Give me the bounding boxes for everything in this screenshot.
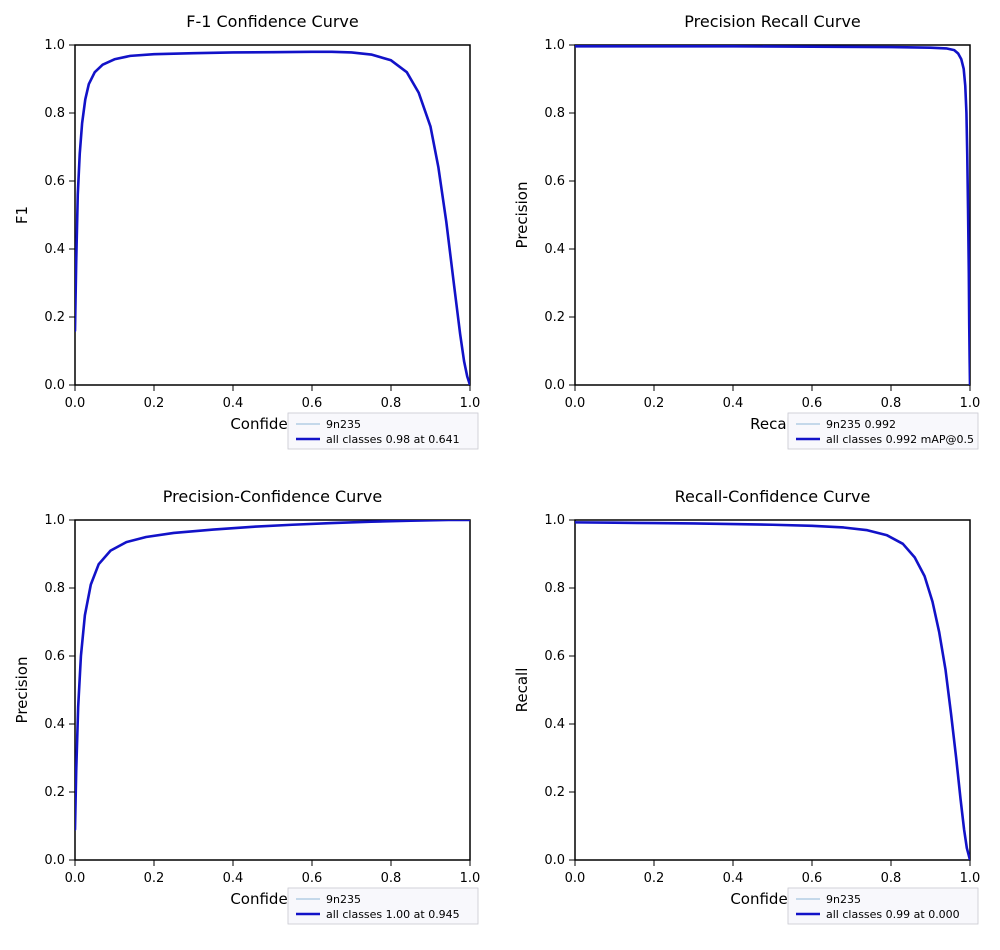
ytick-label: 0.8 (544, 581, 565, 596)
xtick-label: 0.0 (565, 871, 586, 886)
ytick-label: 0.6 (544, 174, 565, 189)
xtick-label: 0.4 (723, 871, 744, 886)
ytick-label: 0.0 (544, 378, 565, 393)
ytick-label: 0.8 (44, 106, 65, 121)
xtick-label: 1.0 (960, 396, 981, 411)
ytick-label: 1.0 (44, 38, 65, 53)
xtick-label: 0.0 (65, 396, 86, 411)
plot-title: Recall-Confidence Curve (675, 487, 871, 506)
series-line (75, 52, 470, 385)
series-line (575, 522, 970, 860)
xtick-label: 0.8 (381, 396, 402, 411)
legend-label: 9n235 (826, 893, 861, 906)
xtick-label: 0.6 (802, 396, 823, 411)
ytick-label: 0.4 (44, 242, 65, 257)
plot-frame (75, 520, 470, 860)
xtick-label: 1.0 (460, 396, 481, 411)
ytick-label: 0.4 (544, 242, 565, 257)
chart-f1-confidence: F-1 Confidence Curve 0.0 0.2 0.4 0.6 0.8 1.0 0.… (0, 0, 500, 475)
xtick-label: 0.4 (223, 871, 244, 886)
y-axis-label: Recall (513, 668, 531, 713)
series-line (575, 46, 970, 385)
series-line (75, 520, 470, 829)
chart-precision-recall: Precision Recall Curve 0.0 0.2 0.4 0.6 0.8 1.0… (500, 0, 1000, 475)
ytick-label: 0.6 (544, 649, 565, 664)
chart-precision-confidence: Precision-Confidence Curve 0.0 0.2 0.4 0.6 0.… (0, 475, 500, 950)
xtick-label: 0.8 (881, 871, 902, 886)
series-line (575, 46, 970, 385)
plot-frame (575, 45, 970, 385)
series-line (575, 522, 970, 860)
series-line (75, 52, 470, 385)
plot-frame (575, 520, 970, 860)
ytick-label: 0.2 (544, 310, 565, 325)
y-axis-label: Precision (13, 657, 31, 724)
xtick-label: 0.8 (881, 396, 902, 411)
ytick-label: 0.2 (44, 785, 65, 800)
xtick-label: 0.0 (565, 396, 586, 411)
ytick-label: 0.8 (44, 581, 65, 596)
xtick-label: 0.4 (723, 396, 744, 411)
ytick-label: 1.0 (44, 513, 65, 528)
ytick-label: 0.0 (544, 853, 565, 868)
xtick-label: 0.2 (644, 396, 665, 411)
xtick-label: 1.0 (460, 871, 481, 886)
ytick-label: 0.2 (544, 785, 565, 800)
legend-label: all classes 0.992 mAP@0.5 (826, 433, 974, 446)
ytick-label: 0.6 (44, 649, 65, 664)
xtick-label: 0.2 (144, 871, 165, 886)
legend-label: 9n235 (326, 893, 361, 906)
xtick-label: 0.2 (644, 871, 665, 886)
xtick-label: 0.8 (381, 871, 402, 886)
y-axis-label: F1 (13, 206, 31, 224)
ytick-label: 1.0 (544, 513, 565, 528)
plot-title: Precision-Confidence Curve (163, 487, 382, 506)
xtick-label: 0.6 (302, 871, 323, 886)
ytick-label: 0.4 (44, 717, 65, 732)
ytick-label: 0.8 (544, 106, 565, 121)
xtick-label: 0.6 (802, 871, 823, 886)
xtick-label: 0.4 (223, 396, 244, 411)
xtick-label: 0.6 (302, 396, 323, 411)
ytick-label: 0.0 (44, 853, 65, 868)
xtick-label: 1.0 (960, 871, 981, 886)
y-axis-label: Precision (513, 182, 531, 249)
legend-label: 9n235 0.992 (826, 418, 896, 431)
xtick-label: 0.2 (144, 396, 165, 411)
ytick-label: 0.6 (44, 174, 65, 189)
chart-recall-confidence: Recall-Confidence Curve 0.0 0.2 0.4 0.6 0.8 1.… (500, 475, 1000, 950)
legend-label: all classes 0.99 at 0.000 (826, 908, 960, 921)
plot-title: Precision Recall Curve (684, 12, 861, 31)
xtick-label: 0.0 (65, 871, 86, 886)
legend-label: 9n235 (326, 418, 361, 431)
plot-title: F-1 Confidence Curve (186, 12, 359, 31)
ytick-label: 0.4 (544, 717, 565, 732)
series-line (75, 520, 470, 829)
ytick-label: 0.0 (44, 378, 65, 393)
legend-label: all classes 1.00 at 0.945 (326, 908, 460, 921)
legend-label: all classes 0.98 at 0.641 (326, 433, 460, 446)
chart-grid: F-1 Confidence Curve 0.0 0.2 0.4 0.6 0.8 1.0 0.… (0, 0, 1000, 950)
ytick-label: 1.0 (544, 38, 565, 53)
ytick-label: 0.2 (44, 310, 65, 325)
plot-frame (75, 45, 470, 385)
